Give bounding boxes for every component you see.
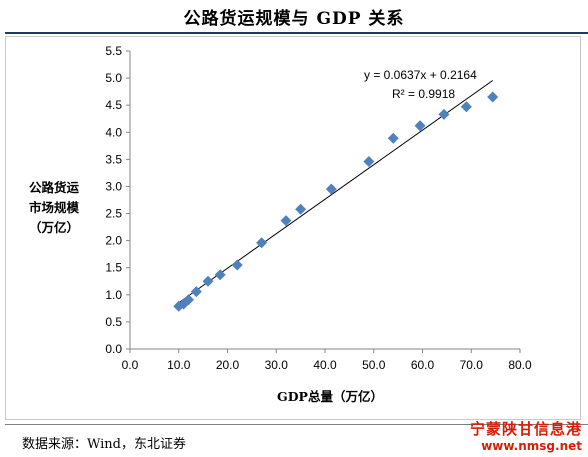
y-axis-label: 公路货运 市场规模 （万亿） (8, 178, 100, 238)
x-tick-label: 60.0 (411, 358, 435, 372)
data-point (295, 203, 307, 215)
y-tick-label: 1.5 (105, 261, 122, 275)
x-tick-label: 70.0 (460, 358, 484, 372)
y-tick-label: 4.5 (105, 98, 122, 112)
y-tick-label: 1.0 (105, 288, 122, 302)
data-point (460, 101, 472, 113)
x-tick-label: 30.0 (265, 358, 289, 372)
data-point (438, 108, 450, 120)
trendline-equation: y = 0.0637x + 0.2164 (364, 68, 477, 82)
data-points (173, 91, 499, 312)
r-squared-label: R² = 0.9918 (392, 87, 455, 101)
data-point (183, 294, 194, 306)
x-tick-labels: 0.0 10.0 20.0 30.0 40.0 50.0 60.0 70.0 80.0 (122, 349, 532, 372)
y-tick-label: 3.0 (105, 179, 122, 193)
y-tick-label: 5.5 (105, 44, 122, 58)
data-point (231, 259, 243, 271)
data-point (214, 269, 226, 281)
x-tick-label: 80.0 (508, 358, 532, 372)
data-point (487, 91, 499, 103)
data-point (280, 215, 292, 227)
x-tick-label: 20.0 (216, 358, 240, 372)
chart-title: 公路货运规模与 GDP 关系 (183, 9, 405, 29)
data-point (387, 132, 399, 144)
data-point (414, 120, 426, 132)
y-tick-label: 5.0 (105, 71, 122, 85)
x-tick-label: 10.0 (167, 358, 191, 372)
y-tick-label: 2.0 (105, 234, 122, 248)
watermark-name: 宁蒙陕甘信息港 (469, 420, 582, 438)
data-point (325, 183, 337, 195)
source-note: 数据来源：Wind，东北证券 (22, 437, 186, 452)
y-tick-label: 4.0 (105, 125, 122, 139)
x-tick-label: 50.0 (362, 358, 386, 372)
chart-frame (5, 36, 581, 420)
trendline-layer (178, 80, 493, 304)
trendline (178, 80, 493, 304)
watermark: 宁蒙陕甘信息港 www.nmsg.net (470, 418, 582, 453)
data-point (190, 286, 202, 298)
y-axis-label-line: 市场规模 (28, 200, 79, 215)
y-tick-label: 3.5 (105, 152, 122, 166)
y-axis-label-line: 公路货运 (28, 180, 79, 195)
y-tick-label: 2.5 (105, 207, 122, 221)
source-divider (5, 424, 588, 425)
data-point (256, 237, 268, 249)
trendline-annotations: y = 0.0637x + 0.2164 R² = 0.9918 (364, 68, 477, 101)
data-point (363, 156, 375, 168)
y-tick-label: 0.0 (105, 342, 122, 356)
title-divider (5, 32, 588, 34)
x-tick-label: 0.0 (122, 358, 139, 372)
x-tick-label: 40.0 (313, 358, 337, 372)
x-axis-label: GDP总量（万亿） (277, 389, 383, 404)
watermark-url: www.nmsg.net (481, 439, 582, 453)
y-tick-labels: 0.0 0.5 1.0 1.5 2.0 2.5 3.0 3.5 4.0 4.5 5.0 5.5 (105, 44, 130, 356)
data-point (202, 275, 214, 287)
y-tick-label: 0.5 (105, 315, 122, 329)
y-axis-label-line: （万亿） (28, 220, 79, 235)
